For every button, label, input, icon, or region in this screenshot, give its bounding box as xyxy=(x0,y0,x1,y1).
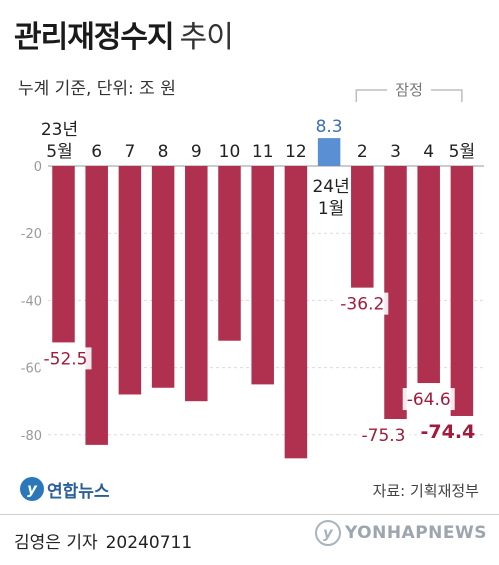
data-label-bg xyxy=(39,347,92,370)
y-tick-label: 0 xyxy=(34,160,42,175)
yonhap-logo: y 연합뉴스 xyxy=(20,474,110,504)
data-label: -64.6 xyxy=(407,390,451,410)
data-label-bg xyxy=(421,420,474,443)
watermark-icon: y xyxy=(314,520,341,546)
chart-subtitle: 누계 기준, 단위: 조 원 xyxy=(18,79,176,99)
byline: 김영은 기자 20240711 xyxy=(14,528,192,553)
category-label: 5월 xyxy=(449,142,475,162)
bar xyxy=(450,166,474,416)
y-tick-label: -20 xyxy=(21,227,42,242)
publish-date: 20240711 xyxy=(105,533,193,553)
category-label: 8 xyxy=(158,142,169,162)
yonhapnews-watermark: y YONHAPNEWS xyxy=(314,520,487,546)
preliminary-label: 잠정 xyxy=(395,81,423,99)
category-label: 11 xyxy=(252,142,274,162)
category-label: 3 xyxy=(390,142,401,162)
category-label: 4 xyxy=(423,142,434,162)
bar xyxy=(185,166,208,402)
bar xyxy=(251,166,274,385)
yonhap-logo-text: 연합뉴스 xyxy=(47,481,110,502)
bar xyxy=(384,166,407,420)
preliminary-label-bg xyxy=(387,80,432,100)
y-tick-label: -60 xyxy=(21,362,42,377)
bar xyxy=(284,166,308,459)
chart-title: 관리재정수지 추이 xyxy=(14,12,234,56)
reporter-name: 김영은 기자 xyxy=(14,533,98,553)
bar xyxy=(218,166,241,341)
category-label: 12 xyxy=(285,142,307,162)
chart-title-bold: 관리재정수지 xyxy=(14,20,175,55)
watermark-text: YONHAPNEWS xyxy=(344,523,487,543)
data-label-bg xyxy=(303,115,356,138)
bar xyxy=(151,166,175,388)
bar xyxy=(351,166,374,288)
y-tick-label: -40 xyxy=(21,294,42,309)
data-label-bg xyxy=(336,292,389,315)
data-source: 자료: 기획재정부 xyxy=(372,482,479,500)
bar xyxy=(85,166,108,445)
category-label: 24년 1월 xyxy=(312,177,349,219)
yonhap-logo-icon: y xyxy=(20,477,44,501)
category-label: 10 xyxy=(219,142,241,162)
data-label: 8.3 xyxy=(316,117,343,137)
category-label: 2 xyxy=(357,142,368,162)
data-label: -87.0 xyxy=(266,467,310,470)
footer-divider xyxy=(0,514,499,515)
chart-title-light: 추이 xyxy=(179,20,234,55)
data-label-bg xyxy=(357,424,410,447)
bar xyxy=(417,166,440,384)
data-label: -36.2 xyxy=(340,295,384,315)
category-label: 23년 5월 xyxy=(41,120,78,162)
category-label: 9 xyxy=(191,142,202,162)
bar xyxy=(52,166,75,343)
bar xyxy=(118,166,142,395)
category-label: 6 xyxy=(91,142,102,162)
category-label: 7 xyxy=(124,142,135,162)
data-label: -75.3 xyxy=(362,426,406,446)
data-label: -52.5 xyxy=(44,349,88,369)
data-label-bg xyxy=(261,465,314,470)
data-label-bg xyxy=(402,388,455,411)
y-tick-label: -80 xyxy=(21,429,42,444)
bar xyxy=(317,138,341,166)
data-label: -74.4 xyxy=(421,421,476,443)
